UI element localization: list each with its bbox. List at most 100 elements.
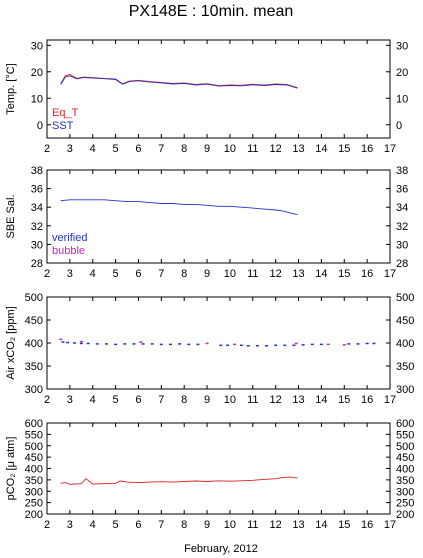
y-tick-label: 38 (31, 165, 43, 177)
x-tick-label: 14 (315, 143, 327, 155)
y-tick-label: 34 (31, 202, 43, 214)
x-tick-label: 10 (224, 268, 236, 280)
x-tick-label: 17 (384, 268, 396, 280)
y-tick-label: 400 (396, 338, 414, 350)
x-tick-label: 9 (204, 394, 210, 406)
plot-frame (46, 422, 391, 515)
x-tick-label: 16 (361, 519, 373, 531)
y-tick-label: 350 (25, 361, 43, 373)
y-tick-label: 350 (396, 475, 414, 487)
y-tick-label: 450 (396, 452, 414, 464)
x-tick-label: 14 (315, 394, 327, 406)
data-point (59, 338, 63, 341)
data-point (265, 345, 269, 347)
x-tick-label: 6 (135, 394, 141, 406)
series-line-sst (60, 75, 298, 89)
x-tick-label: 6 (135, 268, 141, 280)
x-tick-label: 13 (292, 394, 304, 406)
data-point (141, 343, 145, 345)
data-point (79, 340, 83, 343)
x-tick-label: 16 (361, 268, 373, 280)
y-tick-label: 28 (31, 258, 43, 270)
data-point (365, 342, 369, 345)
y-tick-label: 400 (396, 464, 414, 476)
x-tick-label: 13 (292, 143, 304, 155)
x-tick-label: 6 (135, 519, 141, 531)
x-tick-label: 4 (90, 143, 96, 155)
data-point (150, 343, 154, 345)
data-point (61, 341, 65, 343)
legend-entry: Eq_T (52, 107, 79, 119)
x-tick-label: 14 (315, 268, 327, 280)
x-tick-label: 7 (158, 519, 164, 531)
x-tick-label: 15 (338, 394, 350, 406)
x-tick-label: 12 (270, 268, 282, 280)
y-tick-label: 30 (396, 40, 408, 52)
plot-frame (46, 296, 391, 390)
y-tick-label: 32 (396, 221, 408, 233)
x-tick-label: 7 (158, 143, 164, 155)
y-tick-label: 0 (37, 120, 43, 132)
x-tick-label: 2 (44, 268, 50, 280)
y-tick-label: 350 (25, 475, 43, 487)
data-point (283, 344, 287, 347)
x-tick-label: 14 (315, 519, 327, 531)
data-point (114, 343, 118, 346)
x-tick-label: 5 (113, 394, 119, 406)
y-axis-label: Temp. [°C] (5, 63, 17, 114)
legend-entry: SST (52, 120, 74, 132)
data-point (226, 344, 230, 347)
y-tick-label: 30 (396, 239, 408, 251)
x-tick-label: 17 (384, 394, 396, 406)
y-tick-label: 32 (31, 221, 43, 233)
series-line-verified (60, 199, 298, 216)
y-tick-label: 300 (396, 486, 414, 498)
plot-frame (46, 39, 391, 139)
y-tick-label: 36 (396, 184, 408, 196)
y-tick-label: 300 (25, 486, 43, 498)
x-tick-label: 15 (338, 519, 350, 531)
x-tick-label: 7 (158, 394, 164, 406)
x-tick-label: 12 (270, 394, 282, 406)
y-axis-label: SBE Sal. (5, 194, 17, 238)
data-point (342, 344, 346, 346)
data-point (104, 343, 108, 345)
x-tick-label: 12 (270, 519, 282, 531)
data-point (246, 345, 250, 347)
legend-entry: verified (52, 232, 87, 244)
data-point (132, 343, 136, 345)
x-tick-label: 9 (204, 143, 210, 155)
y-tick-label: 200 (396, 509, 414, 521)
data-point (168, 343, 172, 346)
y-tick-label: 36 (31, 184, 43, 196)
data-point (72, 342, 76, 344)
y-tick-label: 10 (31, 93, 43, 105)
y-tick-label: 30 (31, 239, 43, 251)
y-tick-label: 34 (396, 202, 408, 214)
y-tick-label: 200 (25, 509, 43, 521)
data-point (310, 343, 314, 346)
data-point (159, 343, 163, 346)
data-point (239, 344, 243, 347)
x-tick-label: 8 (181, 394, 187, 406)
x-tick-label: 5 (113, 143, 119, 155)
data-point (196, 343, 200, 346)
data-point (66, 341, 70, 344)
y-tick-label: 550 (25, 429, 43, 441)
y-tick-label: 500 (396, 292, 414, 304)
data-point (347, 343, 351, 345)
y-tick-label: 10 (396, 93, 408, 105)
y-axis-label: pCO₂ [μ atm] (5, 437, 17, 501)
data-point (187, 343, 191, 346)
x-tick-label: 8 (181, 519, 187, 531)
chart-title: PX148E : 10min. mean (129, 3, 294, 20)
x-tick-label: 3 (67, 519, 73, 531)
y-tick-label: 300 (25, 384, 43, 396)
data-point (205, 342, 209, 345)
data-point (372, 342, 376, 345)
x-tick-label: 2 (44, 519, 50, 531)
series-line-eq-t (60, 73, 298, 89)
